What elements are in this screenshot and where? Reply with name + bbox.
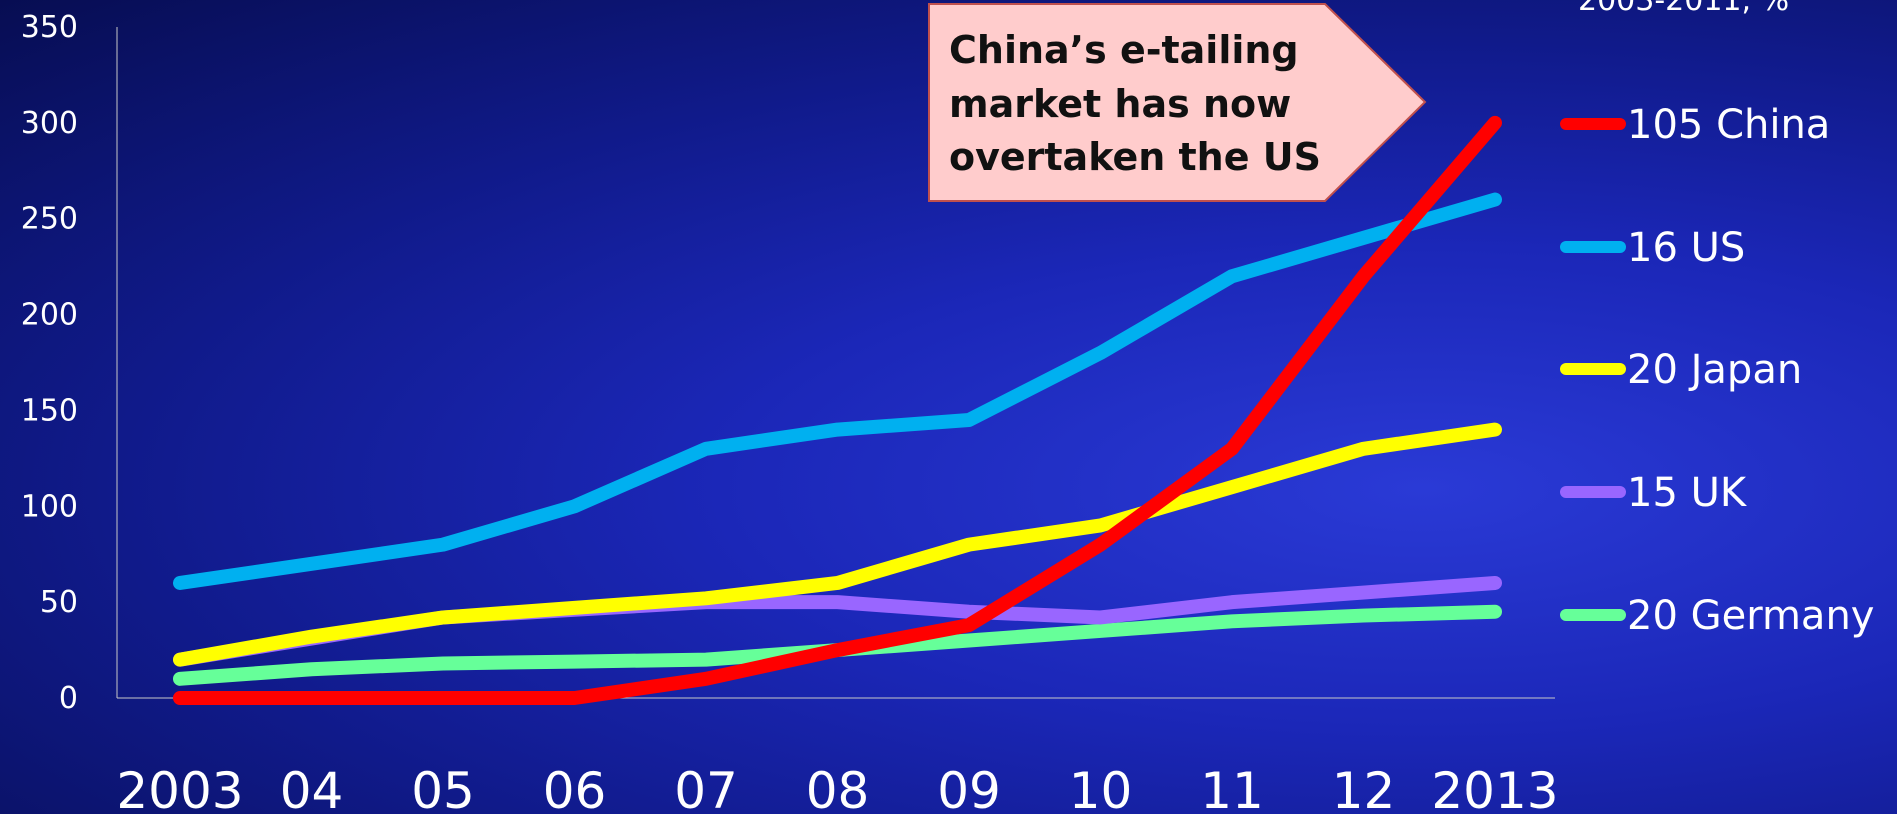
legend-label-china: 105 China — [1627, 102, 1830, 148]
series-line-japan — [173, 422, 1502, 667]
callout-arrow-shape — [928, 3, 1427, 202]
y-tick-label: 350 — [21, 10, 78, 45]
series-line-us — [173, 192, 1502, 590]
series-line-china — [173, 115, 1502, 705]
y-tick-label: 150 — [21, 393, 78, 428]
y-tick-label: 100 — [21, 489, 78, 524]
x-tick-label: 10 — [1069, 762, 1133, 814]
legend-label-germany: 20 Germany — [1627, 593, 1874, 639]
callout-line: overtaken the US — [949, 135, 1321, 179]
x-tick-label: 04 — [280, 762, 344, 814]
x-tick-label: 11 — [1200, 762, 1264, 814]
legend-label-japan: 20 Japan — [1627, 347, 1802, 393]
y-tick-label: 0 — [59, 681, 78, 716]
callout-line: market has now — [949, 82, 1291, 126]
legend-label-us: 16 US — [1627, 225, 1745, 271]
x-tick-label: 12 — [1332, 762, 1396, 814]
x-tick-labels: 2003 04 05 06 07 08 09 10 11 12 2013 — [116, 762, 1558, 814]
x-tick-label: 07 — [674, 762, 738, 814]
series-lines — [173, 115, 1502, 705]
y-tick-labels: 0 50 100 150 200 250 300 350 — [21, 10, 78, 716]
callout-annotation: China’s e-tailing market has now overtak… — [928, 3, 1427, 202]
x-tick-label: 08 — [806, 762, 870, 814]
y-tick-label: 200 — [21, 298, 78, 333]
y-tick-label: 300 — [21, 106, 78, 141]
legend-label-uk: 15 UK — [1627, 470, 1748, 516]
x-tick-label: 2013 — [1431, 762, 1558, 814]
y-tick-label: 250 — [21, 202, 78, 237]
x-tick-label: 2003 — [116, 762, 243, 814]
x-tick-label: 06 — [543, 762, 607, 814]
callout-line: China’s e-tailing — [949, 28, 1299, 72]
legend: 105 China 16 US 20 Japan 15 UK 20 Germany — [1560, 102, 1874, 639]
x-tick-label: 09 — [937, 762, 1001, 814]
chart-subtitle: 2003-2011, % — [1578, 0, 1789, 18]
x-tick-label: 05 — [411, 762, 475, 814]
y-tick-label: 50 — [40, 585, 78, 620]
